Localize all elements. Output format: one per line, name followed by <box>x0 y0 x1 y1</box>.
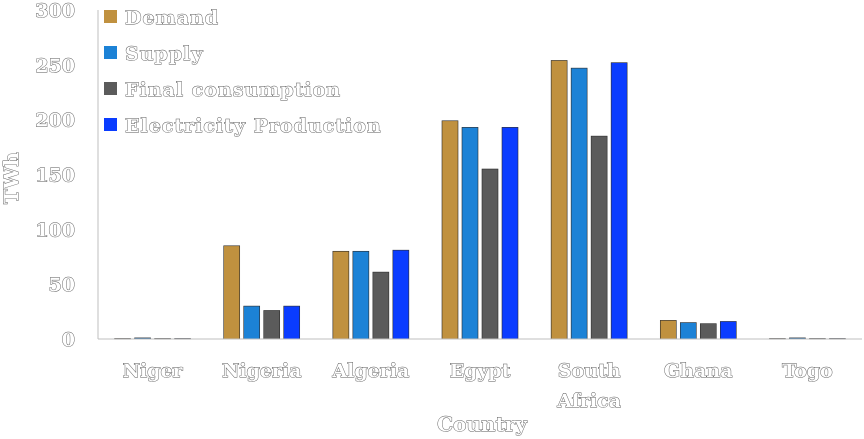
bar-electricity-production <box>283 305 301 340</box>
bar-electricity-production <box>719 321 737 340</box>
bar-final-consumption <box>590 135 608 340</box>
y-axis-ticks: 0 50 100 150 200 250 300 <box>35 0 76 351</box>
bar-final-consumption <box>263 310 281 340</box>
y-tick-label: 250 <box>35 55 75 77</box>
y-tick-label: 150 <box>35 165 75 187</box>
bar-demand <box>332 250 350 340</box>
bar-electricity-production <box>501 127 519 340</box>
x-category-label: Egypt <box>450 360 511 382</box>
legend: Demand Supply Final consumption Electricity… <box>104 7 382 137</box>
legend-label: Demand <box>125 7 219 29</box>
y-tick-label: 300 <box>35 0 75 22</box>
y-tick-label: 0 <box>62 329 75 351</box>
x-axis-labels: Niger Nigeria Algeria Egypt South Africa Ghana… <box>122 360 833 413</box>
bar-demand <box>223 245 241 340</box>
bar-final-consumption <box>372 271 390 340</box>
bar-final-consumption <box>481 168 499 340</box>
bar-supply <box>570 67 588 340</box>
bar-supply <box>679 322 697 340</box>
bar-final-consumption <box>699 323 717 340</box>
x-category-label: Nigeria <box>222 360 302 382</box>
bar-electricity-production <box>392 249 410 340</box>
bars <box>114 60 846 340</box>
bar-electricity-production <box>610 62 628 340</box>
legend-swatch <box>104 10 117 23</box>
x-category-label: Ghana <box>664 360 732 382</box>
legend-swatch <box>104 46 117 59</box>
bar-demand <box>550 60 568 340</box>
bar-supply <box>352 250 370 340</box>
legend-label: Supply <box>125 43 203 65</box>
x-category-label: Togo <box>782 360 833 382</box>
y-tick-label: 200 <box>35 110 75 132</box>
legend-swatch <box>104 82 117 95</box>
x-category-label: South <box>558 360 621 382</box>
legend-label: Final consumption <box>125 79 341 101</box>
y-tick-label: 100 <box>35 219 75 241</box>
bar-demand <box>659 320 677 340</box>
x-category-label: Algeria <box>331 360 409 382</box>
y-axis-title: TWh <box>0 152 23 204</box>
bar-supply <box>243 305 261 340</box>
bar-supply <box>461 127 479 340</box>
legend-label: Electricity Production <box>125 115 382 137</box>
y-tick-label: 50 <box>49 274 75 296</box>
bar-demand <box>441 120 459 340</box>
x-category-label: Niger <box>123 360 184 382</box>
legend-swatch <box>104 118 117 131</box>
x-axis-title: Country <box>437 412 528 436</box>
x-category-label: Africa <box>556 390 621 412</box>
